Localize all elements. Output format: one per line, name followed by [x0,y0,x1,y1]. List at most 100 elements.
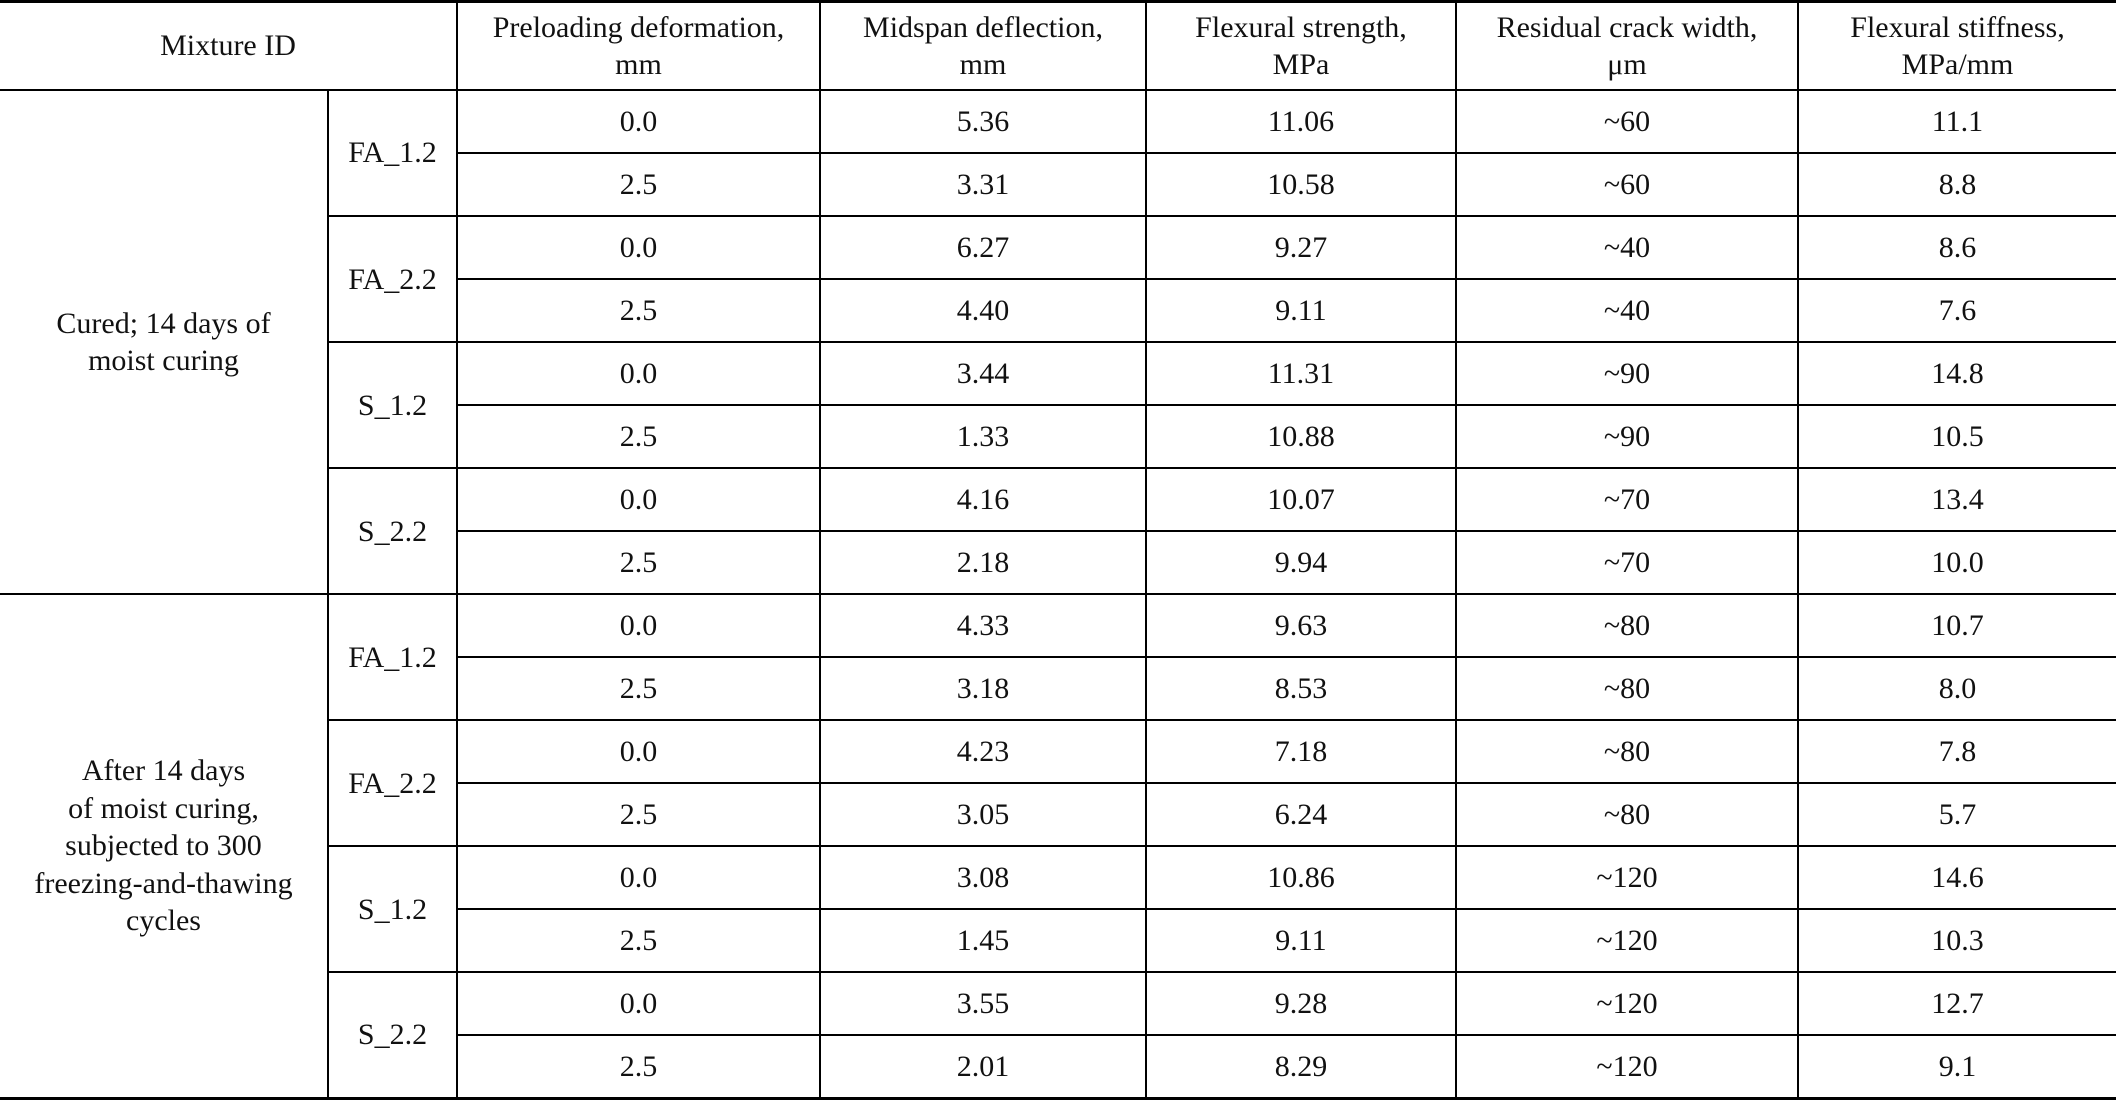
midspan-cell: 4.16 [820,468,1147,533]
crack-width-cell: ~120 [1456,846,1799,911]
header-residual-crack-width: Residual crack width, μm [1456,1,1799,92]
stiffness-cell: 10.0 [1798,531,2116,596]
header-row: Mixture ID Preloading deformation, mm Mi… [0,1,2116,92]
preloading-cell: 0.0 [457,972,821,1037]
stiffness-cell: 14.6 [1798,846,2116,911]
crack-width-cell: ~90 [1456,405,1799,470]
midspan-cell: 3.55 [820,972,1147,1037]
midspan-cell: 3.08 [820,846,1147,911]
mixture-id: S_1.2 [328,342,458,470]
strength-cell: 10.07 [1146,468,1457,533]
mixture-id: FA_1.2 [328,90,458,218]
strength-cell: 9.27 [1146,216,1457,281]
header-flexural-strength: Flexural strength, MPa [1146,1,1457,92]
midspan-cell: 6.27 [820,216,1147,281]
strength-cell: 9.11 [1146,909,1457,974]
strength-cell: 9.63 [1146,594,1457,659]
crack-width-cell: ~40 [1456,216,1799,281]
midspan-cell: 4.40 [820,279,1147,344]
midspan-cell: 4.33 [820,594,1147,659]
midspan-cell: 3.44 [820,342,1147,407]
preloading-cell: 2.5 [457,279,821,344]
preloading-cell: 2.5 [457,783,821,848]
midspan-cell: 3.31 [820,153,1147,218]
strength-cell: 9.11 [1146,279,1457,344]
header-midspan-deflection: Midspan deflection, mm [820,1,1147,92]
preloading-cell: 2.5 [457,405,821,470]
preloading-cell: 2.5 [457,531,821,596]
table-row: S_1.2 0.0 3.44 11.31 ~90 14.8 [0,342,2116,470]
mixture-id: S_1.2 [328,846,458,974]
table-row: FA_2.2 0.0 6.27 9.27 ~40 8.6 [0,216,2116,344]
midspan-cell: 3.05 [820,783,1147,848]
table-row: 2.5 1.45 9.11 ~120 10.3 [0,909,2116,974]
mixture-id: FA_2.2 [328,216,458,344]
preloading-cell: 0.0 [457,846,821,911]
preloading-cell: 2.5 [457,909,821,974]
midspan-cell: 1.45 [820,909,1147,974]
crack-width-cell: ~70 [1456,531,1799,596]
crack-width-cell: ~120 [1456,972,1799,1037]
table-row: S_2.2 0.0 4.16 10.07 ~70 13.4 [0,468,2116,596]
preloading-cell: 0.0 [457,342,821,407]
midspan-cell: 2.18 [820,531,1147,596]
header-flexural-stiffness: Flexural stiffness, MPa/mm [1798,1,2116,92]
stiffness-cell: 5.7 [1798,783,2116,848]
strength-cell: 9.28 [1146,972,1457,1037]
stiffness-cell: 10.7 [1798,594,2116,659]
crack-width-cell: ~80 [1456,594,1799,659]
table-row: 2.5 1.33 10.88 ~90 10.5 [0,405,2116,470]
strength-cell: 10.58 [1146,153,1457,218]
stiffness-cell: 9.1 [1798,1035,2116,1100]
stiffness-cell: 14.8 [1798,342,2116,407]
crack-width-cell: ~120 [1456,1035,1799,1100]
strength-cell: 10.88 [1146,405,1457,470]
group-label: After 14 days of moist curing, subjected… [0,594,329,1100]
table-row: 2.5 2.18 9.94 ~70 10.0 [0,531,2116,596]
crack-width-cell: ~80 [1456,720,1799,785]
stiffness-cell: 10.3 [1798,909,2116,974]
stiffness-cell: 13.4 [1798,468,2116,533]
header-preloading-deformation: Preloading deformation, mm [457,1,821,92]
strength-cell: 8.53 [1146,657,1457,722]
table-row: 2.5 4.40 9.11 ~40 7.6 [0,279,2116,344]
strength-cell: 11.31 [1146,342,1457,407]
table-row: 2.5 3.31 10.58 ~60 8.8 [0,153,2116,218]
crack-width-cell: ~60 [1456,153,1799,218]
stiffness-cell: 8.8 [1798,153,2116,218]
mixture-id: FA_2.2 [328,720,458,848]
strength-cell: 11.06 [1146,90,1457,155]
strength-cell: 7.18 [1146,720,1457,785]
stiffness-cell: 10.5 [1798,405,2116,470]
preloading-cell: 0.0 [457,594,821,659]
stiffness-cell: 8.0 [1798,657,2116,722]
table-row: S_1.2 0.0 3.08 10.86 ~120 14.6 [0,846,2116,974]
preloading-cell: 0.0 [457,216,821,281]
midspan-cell: 4.23 [820,720,1147,785]
preloading-cell: 0.0 [457,720,821,785]
strength-cell: 6.24 [1146,783,1457,848]
mixture-id: FA_1.2 [328,594,458,722]
header-mixture-id: Mixture ID [0,1,458,92]
midspan-cell: 5.36 [820,90,1147,155]
crack-width-cell: ~90 [1456,342,1799,407]
table-row: FA_2.2 0.0 4.23 7.18 ~80 7.8 [0,720,2116,848]
table-row: 2.5 3.18 8.53 ~80 8.0 [0,657,2116,722]
strength-cell: 10.86 [1146,846,1457,911]
stiffness-cell: 12.7 [1798,972,2116,1037]
preloading-cell: 0.0 [457,468,821,533]
crack-width-cell: ~70 [1456,468,1799,533]
preloading-cell: 2.5 [457,1035,821,1100]
table-row: After 14 days of moist curing, subjected… [0,594,2116,1100]
stiffness-cell: 8.6 [1798,216,2116,281]
table-row: Cured; 14 days of moist curing FA_1.2 0.… [0,90,2116,596]
midspan-cell: 1.33 [820,405,1147,470]
table-row: 2.5 2.01 8.29 ~120 9.1 [0,1035,2116,1100]
table-row: S_2.2 0.0 3.55 9.28 ~120 12.7 [0,972,2116,1100]
crack-width-cell: ~80 [1456,783,1799,848]
stiffness-cell: 7.8 [1798,720,2116,785]
midspan-cell: 3.18 [820,657,1147,722]
crack-width-cell: ~80 [1456,657,1799,722]
mixture-id: S_2.2 [328,972,458,1100]
